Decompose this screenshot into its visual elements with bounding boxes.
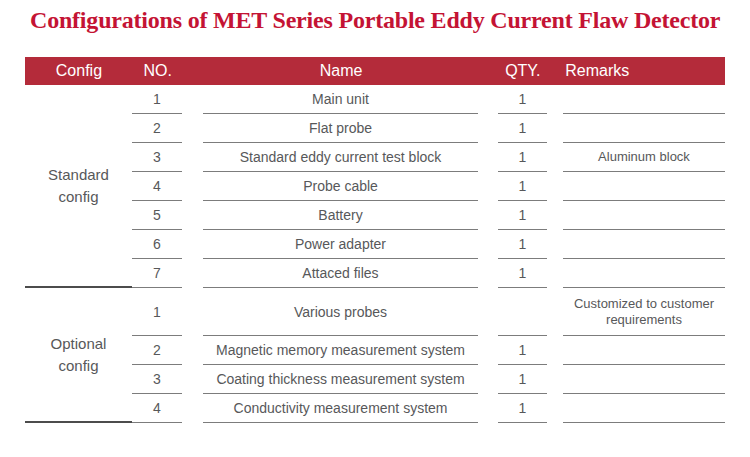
cell-name: Standard eddy current test block: [203, 143, 478, 172]
table-row: 7 Attaced files 1: [132, 259, 725, 288]
cell-no: 6: [132, 230, 182, 259]
cell-qty: 1: [498, 365, 547, 394]
cell-remarks: [563, 230, 725, 259]
cell-no: 3: [132, 365, 182, 394]
cell-remarks: [563, 365, 725, 394]
cell-name: Main unit: [203, 85, 478, 114]
cell-remarks: [563, 394, 725, 423]
cell-qty: 1: [498, 230, 547, 259]
cell-remarks: [563, 259, 725, 288]
table-row: 1 Main unit 1: [132, 85, 725, 114]
cell-qty: 1: [498, 143, 547, 172]
header-no: NO.: [133, 62, 183, 80]
cell-name: Various probes: [203, 288, 478, 336]
cell-no: 5: [132, 201, 182, 230]
cell-no: 4: [132, 172, 182, 201]
group-label: Optional config: [25, 288, 132, 423]
table-body: Standard config1Main unit12Flat probe13S…: [25, 85, 725, 423]
table-row: 4 Probe cable 1: [132, 172, 725, 201]
cell-remarks: [563, 114, 725, 143]
cell-name: Conductivity measurement system: [203, 394, 478, 423]
cell-remarks: Customized to customer requirements: [563, 288, 725, 336]
cell-name: Probe cable: [203, 172, 478, 201]
group-rows: 1 Various probes Customized to customer re…: [132, 288, 725, 423]
page-title: Configurations of MET Series Portable Ed…: [30, 7, 720, 34]
table-row: 6 Power adapter 1: [132, 230, 725, 259]
header-name: Name: [204, 62, 479, 80]
cell-remarks: [563, 172, 725, 201]
cell-qty: 1: [498, 201, 547, 230]
cell-qty: 1: [498, 259, 547, 288]
table-row: 5 Battery 1: [132, 201, 725, 230]
cell-name: Flat probe: [203, 114, 478, 143]
cell-name: Coating thickness measurement system: [203, 365, 478, 394]
cell-no: 3: [132, 143, 182, 172]
cell-no: 4: [132, 394, 182, 423]
cell-no: 2: [132, 336, 182, 365]
cell-remarks: [563, 336, 725, 365]
cell-no: 2: [132, 114, 182, 143]
header-remarks: Remarks: [563, 62, 725, 80]
cell-no: 1: [132, 85, 182, 114]
cell-qty: 1: [498, 85, 547, 114]
cell-name: Magnetic memory measurement system: [203, 336, 478, 365]
config-table: Config NO. Name QTY. Remarks Standard co…: [25, 57, 725, 423]
cell-qty: [498, 288, 547, 336]
cell-qty: 1: [498, 394, 547, 423]
cell-no: 1: [132, 288, 182, 336]
cell-name: Power adapter: [203, 230, 478, 259]
cell-qty: 1: [498, 114, 547, 143]
header-config: Config: [25, 62, 133, 80]
config-group: Standard config1Main unit12Flat probe13S…: [25, 85, 725, 288]
cell-remarks: Aluminum block: [563, 143, 725, 172]
cell-no: 7: [132, 259, 182, 288]
table-row: 1 Various probes Customized to customer re…: [132, 288, 725, 336]
table-row: 2 Magnetic memory measurement system 1: [132, 336, 725, 365]
cell-name: Battery: [203, 201, 478, 230]
cell-name: Attaced files: [203, 259, 478, 288]
table-row: 2 Flat probe 1: [132, 114, 725, 143]
table-header-row: Config NO. Name QTY. Remarks: [25, 57, 725, 85]
cell-qty: 1: [498, 336, 547, 365]
cell-remarks: [563, 201, 725, 230]
config-group: Optional config1Various probesCustomized…: [25, 288, 725, 423]
header-qty: QTY.: [498, 62, 547, 80]
table-row: 3 Standard eddy current test block 1 Alumin…: [132, 143, 725, 172]
table-row: 3 Coating thickness measurement system 1: [132, 365, 725, 394]
table-row: 4 Conductivity measurement system 1: [132, 394, 725, 423]
group-rows: 1Main unit12Flat probe13Standard eddy cu…: [132, 85, 725, 288]
cell-qty: 1: [498, 172, 547, 201]
cell-remarks: [563, 85, 725, 114]
group-label: Standard config: [25, 85, 132, 288]
